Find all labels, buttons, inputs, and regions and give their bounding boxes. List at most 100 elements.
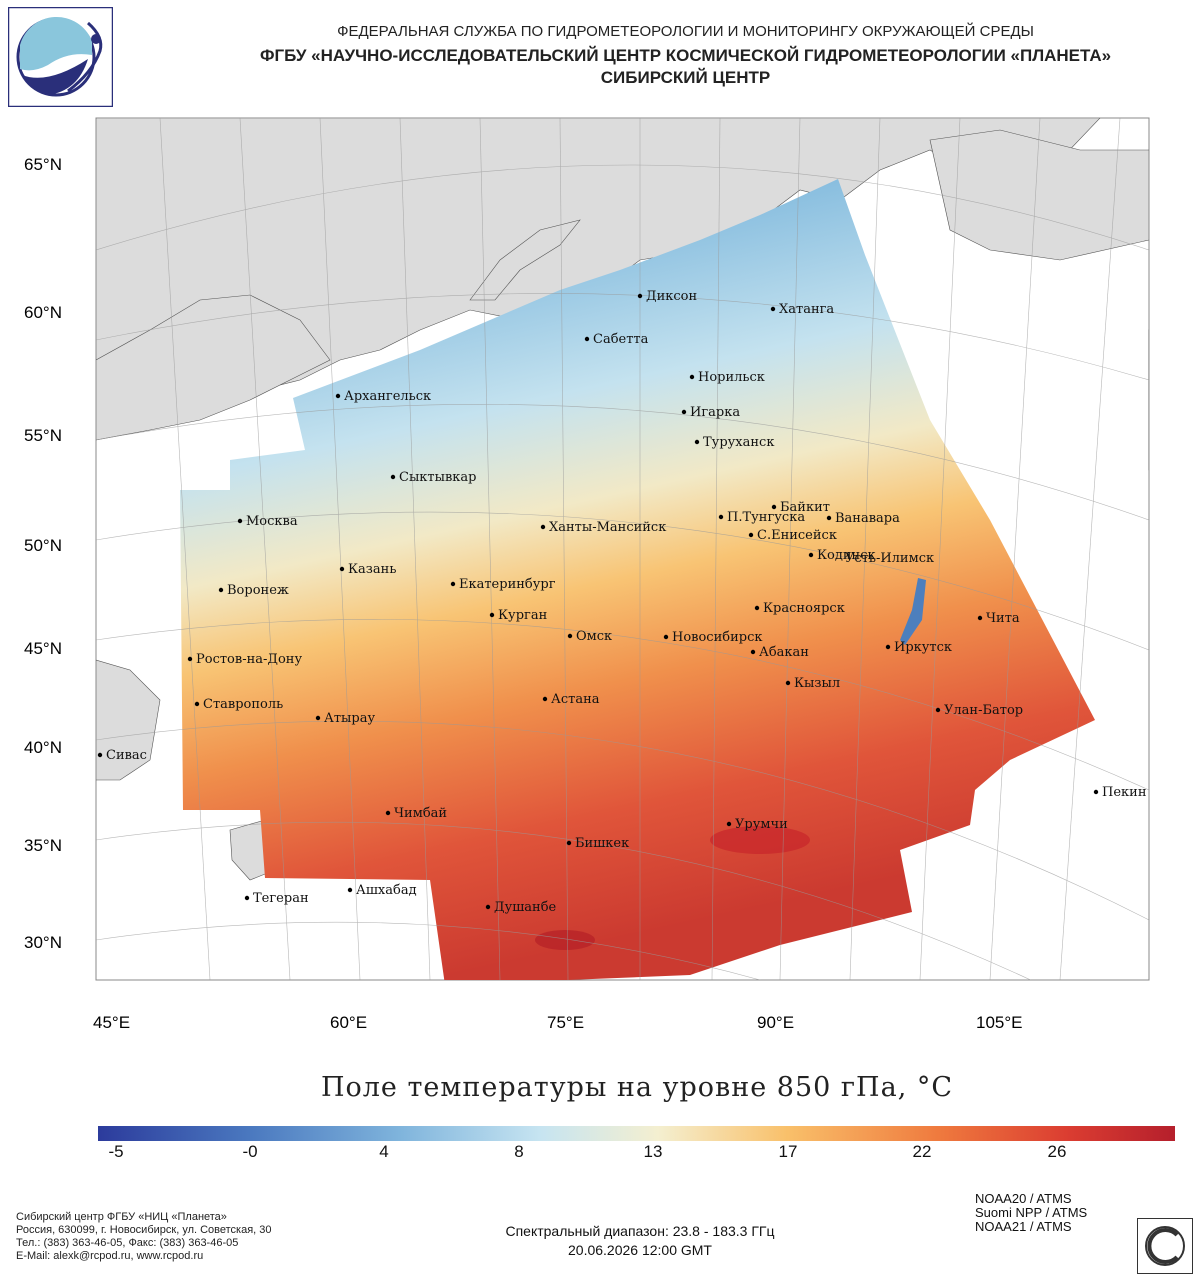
land-novaya-zemlya — [469, 219, 581, 301]
svg-text:Байкит: Байкит — [780, 500, 830, 515]
city-ust-ilimsk: Усть-Илимск — [845, 551, 934, 566]
footer-phone: Тел.: (383) 363-46-05, Факс: (383) 363-4… — [16, 1237, 239, 1249]
lon-label: 90°E — [757, 1013, 794, 1032]
colorbar-tick: 13 — [643, 1142, 663, 1161]
svg-text:Тегеран: Тегеран — [253, 891, 309, 906]
header-agency: ФЕДЕРАЛЬНАЯ СЛУЖБА ПО ГИДРОМЕТЕОРОЛОГИИ … — [337, 23, 1034, 40]
city-kurgan: Курган — [489, 608, 547, 623]
svg-text:Кодинск: Кодинск — [817, 548, 876, 563]
city-atyrau: Атырау — [315, 711, 375, 726]
svg-text:Бишкек: Бишкек — [575, 836, 629, 851]
temperature-swath — [180, 179, 1095, 980]
land-east — [1148, 329, 1149, 471]
planeta-logo — [8, 7, 113, 107]
svg-text:Сыктывкар: Сыктывкар — [399, 470, 476, 485]
lon-label: 75°E — [547, 1013, 584, 1032]
svg-text:Новосибирск: Новосибирск — [672, 630, 762, 645]
city-chita: Чита — [977, 611, 1020, 626]
city-chimbay: Чимбай — [385, 806, 447, 821]
svg-text:Екатеринбург: Екатеринбург — [459, 577, 556, 592]
lat-label: 65°N — [24, 155, 62, 174]
svg-text:Улан-Батор: Улан-Батор — [944, 703, 1023, 718]
lat-label: 55°N — [24, 426, 62, 445]
lat-label: 60°N — [24, 303, 62, 322]
lon-label: 105°E — [976, 1013, 1023, 1032]
svg-text:Архангельск: Архангельск — [344, 389, 431, 404]
city-abakan: Абакан — [750, 645, 809, 660]
svg-text:П.Тунгуска: П.Тунгуска — [727, 510, 805, 525]
city-norilsk: Норильск — [689, 370, 765, 385]
colorbar-tick: 4 — [379, 1142, 389, 1161]
lon-label: 60°E — [330, 1013, 367, 1032]
svg-text:Пекин: Пекин — [1102, 785, 1146, 800]
city-syktyvkar: Сыктывкар — [390, 470, 476, 485]
city-sabetta: Сабетта — [584, 332, 649, 347]
svg-text:Сивас: Сивас — [106, 748, 147, 763]
header-institute: ФГБУ «НАУЧНО-ИССЛЕДОВАТЕЛЬСКИЙ ЦЕНТР КОС… — [259, 46, 1112, 65]
svg-text:Сабетта: Сабетта — [593, 332, 649, 347]
longitude-labels: 45°E 60°E 75°E 90°E 105°E — [93, 1013, 1023, 1032]
city-ashgabat: Ашхабад — [347, 883, 417, 898]
city-kodinsk: Кодинск — [808, 548, 876, 563]
city-bishkek: Бишкек — [566, 836, 629, 851]
city-igarka: Игарка — [681, 405, 740, 420]
hot-core-2 — [535, 930, 595, 950]
lake-baikal — [900, 578, 926, 645]
svg-text:Ставрополь: Ставрополь — [203, 697, 283, 712]
temperature-map: 65°N 60°N 55°N 50°N 45°N 40°N 35°N 30°N … — [24, 117, 1150, 1032]
svg-text:Норильск: Норильск — [698, 370, 765, 385]
city-baykit: Байкит — [771, 500, 830, 515]
svg-text:Курган: Курган — [498, 608, 547, 623]
footer-email[interactable]: E-Mail: alexk@rcpod.ru, www.rcpod.ru — [16, 1250, 204, 1262]
colorbar-tick: 26 — [1047, 1142, 1067, 1161]
colorbar-tick: -0 — [242, 1142, 258, 1161]
colorbar-tick: 22 — [912, 1142, 932, 1161]
city-p-tunguska: П.Тунгуска — [718, 510, 805, 525]
svg-text:Диксон: Диксон — [646, 289, 697, 304]
city-kazan: Казань — [339, 562, 396, 577]
svg-text:Абакан: Абакан — [759, 645, 809, 660]
svg-text:Красноярск: Красноярск — [763, 601, 845, 616]
svg-text:Кызыл: Кызыл — [794, 676, 840, 691]
latitude-labels: 65°N 60°N 55°N 50°N 45°N 40°N 35°N 30°N — [24, 155, 62, 952]
svg-text:Казань: Казань — [348, 562, 396, 577]
svg-text:Душанбе: Душанбе — [494, 900, 557, 915]
city-khatanga: Хатанга — [770, 302, 834, 317]
city-arkhangelsk: Архангельск — [335, 389, 431, 404]
lat-label: 40°N — [24, 738, 62, 757]
satellite-list: NOAA20 / ATMS Suomi NPP / ATMS NOAA21 / … — [975, 1192, 1087, 1234]
city-krasnoyarsk: Красноярск — [754, 601, 845, 616]
city-khanty-mansiysk: Ханты-Мансийск — [540, 520, 666, 535]
svg-text:Хатанга: Хатанга — [779, 302, 834, 317]
svg-text:Урумчи: Урумчи — [735, 817, 788, 832]
observation-datetime: 20.06.2026 12:00 GMT — [568, 1242, 712, 1258]
satellite-item: NOAA20 / ATMS — [975, 1191, 1072, 1206]
city-markers: Диксон Хатанга Сабетта Норильск Архангел… — [97, 289, 1146, 915]
city-omsk: Омск — [567, 629, 612, 644]
footer-address: Россия, 630099, г. Новосибирск, ул. Сове… — [16, 1224, 272, 1236]
satellite-item: Suomi NPP / ATMS — [975, 1205, 1088, 1220]
city-ulan-bator: Улан-Батор — [935, 703, 1023, 718]
graticule — [96, 118, 1149, 980]
colorbar-tick: -5 — [108, 1142, 124, 1161]
city-dikson: Диксон — [637, 289, 697, 304]
svg-text:Чимбай: Чимбай — [394, 806, 447, 821]
svg-text:Воронеж: Воронеж — [227, 583, 289, 598]
svg-text:Ханты-Мансийск: Ханты-Мансийск — [549, 520, 666, 535]
city-sivas: Сивас — [97, 748, 147, 763]
svg-text:Ашхабад: Ашхабад — [356, 883, 417, 898]
colorbar-tick: 8 — [514, 1142, 524, 1161]
lat-label: 50°N — [24, 536, 62, 555]
city-ekaterinburg: Екатеринбург — [450, 577, 556, 592]
svg-text:С.Енисейск: С.Енисейск — [757, 528, 837, 543]
svg-text:Усть-Илимск: Усть-Илимск — [845, 551, 934, 566]
city-s-eniseysk: С.Енисейск — [748, 528, 837, 543]
city-kyzyl: Кызыл — [785, 676, 840, 691]
land-turkey — [96, 659, 161, 781]
svg-text:Ванавара: Ванавара — [835, 511, 900, 526]
svg-text:Омск: Омск — [576, 629, 612, 644]
lat-label: 45°N — [24, 639, 62, 658]
city-moscow: Москва — [237, 514, 298, 529]
land-northeast — [929, 129, 1149, 261]
footer-org: Сибирский центр ФГБУ «НИЦ «Планета» — [16, 1211, 227, 1223]
